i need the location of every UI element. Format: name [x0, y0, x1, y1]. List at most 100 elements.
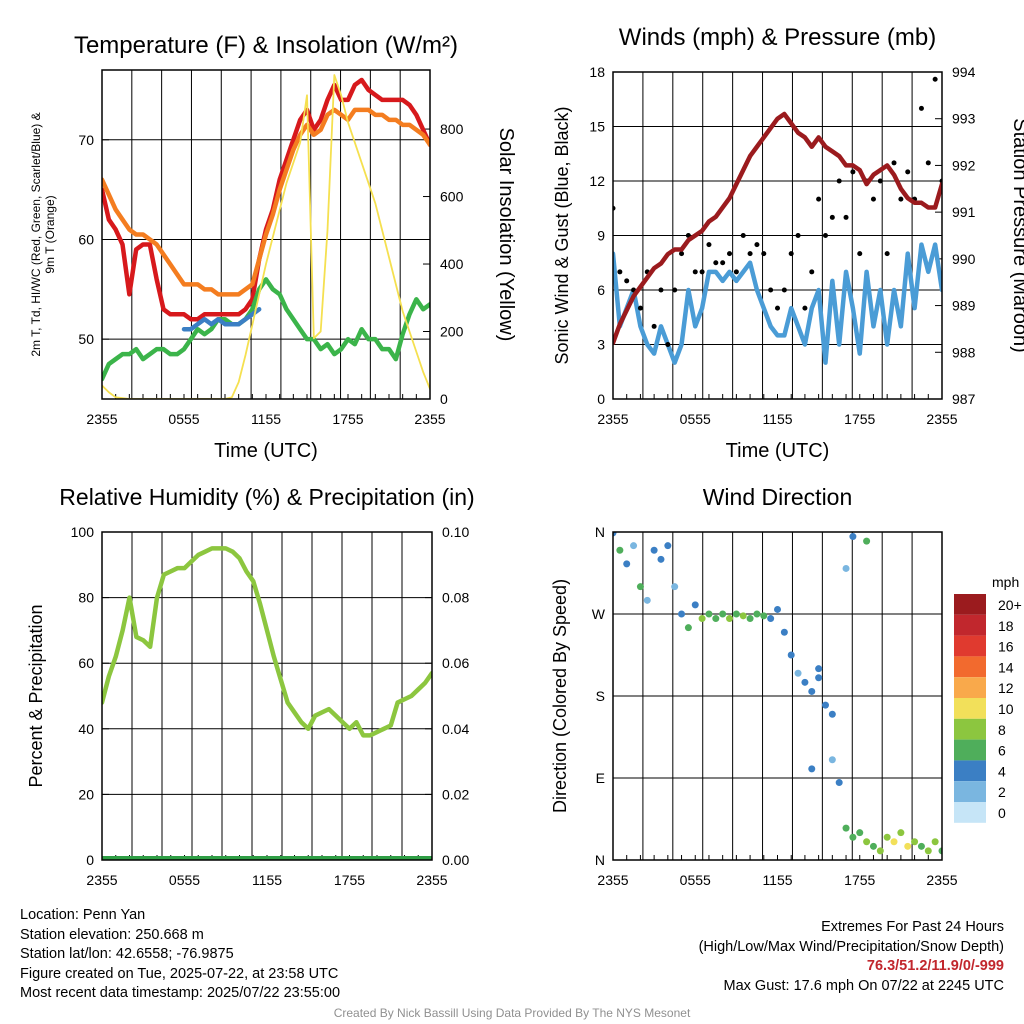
gust-point: [836, 178, 842, 184]
gust-point: [740, 233, 746, 238]
legend-swatch: [954, 635, 986, 657]
y-tick-label: 12: [589, 173, 605, 189]
direction-point: [787, 651, 795, 659]
gust-point: [761, 251, 767, 257]
y-axis-label: Direction (Colored By Speed): [550, 579, 570, 813]
gust-point: [692, 269, 698, 275]
y2-tick-label: 993: [952, 111, 976, 127]
y-tick-label: 70: [78, 132, 94, 148]
location-label: Location: Penn Yan: [20, 907, 146, 923]
y-tick-label: 60: [78, 655, 94, 671]
gust-point: [795, 233, 801, 238]
x-tick-label: 1155: [251, 411, 281, 427]
y-tick-label: 60: [78, 231, 94, 247]
gust-point: [918, 105, 924, 111]
gust-point: [733, 269, 739, 275]
direction-point: [808, 687, 816, 695]
y2-tick-label: 0.04: [442, 721, 469, 737]
legend-swatch: [954, 718, 986, 740]
y2-tick-label: 400: [440, 256, 464, 272]
gust-point: [754, 242, 760, 248]
x-tick-label: 1755: [334, 872, 365, 888]
plot-area: [102, 546, 432, 860]
x-tick-label: 1155: [762, 872, 792, 888]
y2-tick-label: 0: [440, 391, 448, 407]
plot-frame: [101, 69, 431, 400]
x-tick-label: 1155: [252, 872, 282, 888]
direction-point: [616, 546, 624, 554]
gust-point: [891, 160, 897, 166]
legend-label: 10: [998, 701, 1014, 717]
gust-point: [720, 260, 726, 266]
direction-point: [671, 583, 679, 591]
y-tick-label: S: [596, 688, 605, 704]
y2-axis-label: Solar Insolation (Yellow): [495, 128, 517, 342]
direction-point: [636, 583, 644, 591]
y2-tick-label: 0.00: [442, 852, 469, 868]
y-tick-label: N: [595, 852, 605, 868]
direction-point: [828, 710, 836, 718]
direction-point: [753, 610, 761, 618]
direction-point: [808, 765, 816, 773]
y-tick-label: 6: [597, 282, 605, 298]
gust-point: [768, 287, 774, 293]
direction-point: [774, 605, 781, 613]
y-tick-label: 0: [86, 852, 94, 868]
direction-point: [876, 847, 884, 855]
gust-point: [884, 251, 890, 257]
plot-frame: [612, 531, 943, 861]
direction-point: [657, 555, 665, 563]
gust-point: [809, 269, 815, 275]
direction-point: [739, 612, 747, 620]
elevation-label: Station elevation: 250.668 m: [20, 926, 204, 943]
gust-point: [822, 233, 828, 238]
direction-point: [863, 537, 871, 545]
series-station-pressure: [613, 111, 942, 346]
direction-point: [869, 842, 877, 850]
x-tick-label: 0555: [168, 411, 199, 427]
direction-point: [815, 674, 823, 682]
chart-title: Winds (mph) & Pressure (mb): [619, 24, 936, 51]
latlon-label: Station lat/lon: 42.6558; -76.9875: [20, 946, 234, 963]
direction-point: [712, 615, 720, 623]
max-gust-label: Max Gust: 17.6 mph On 07/22 at 2245 UTC: [723, 977, 1004, 994]
series-relative-humidity: [102, 546, 432, 738]
x-tick-label: 2355: [86, 411, 117, 427]
legend-swatch: [954, 614, 986, 636]
y2-tick-label: 200: [440, 324, 464, 340]
gust-point: [637, 305, 643, 311]
gust-point: [877, 178, 883, 184]
y2-tick-label: 989: [952, 298, 976, 314]
y-tick-label: 20: [78, 786, 94, 802]
y2-tick-label: 988: [952, 344, 976, 360]
direction-point: [842, 824, 850, 832]
direction-point: [904, 842, 912, 850]
y-axis-label: Percent & Precipitation: [26, 604, 46, 787]
legend-label: 6: [998, 743, 1006, 759]
y-axis-label: Sonic Wind & Gust (Blue, Black): [552, 106, 572, 364]
direction-point: [719, 610, 727, 618]
series-solar-insolation: [102, 74, 430, 399]
series-hi-wc: [181, 307, 262, 332]
speed-legend: mph 20+ 18 16 14 12 10 8 6 4 2 0: [954, 574, 1022, 823]
y-tick-label: 3: [597, 337, 605, 353]
direction-point: [815, 665, 823, 673]
y2-tick-label: 991: [952, 204, 976, 220]
direction-point: [613, 532, 617, 537]
x-tick-label: 1755: [844, 872, 875, 888]
gust-point: [905, 169, 911, 175]
extremes-values: 76.3/51.2/11.9/0/-999: [866, 958, 1004, 975]
x-tick-label: 2355: [926, 411, 957, 427]
gust-point: [713, 260, 719, 266]
x-tick-label: 2355: [414, 411, 445, 427]
direction-point: [849, 533, 857, 541]
x-tick-label: 2355: [926, 872, 957, 888]
x-tick-label: 2355: [86, 872, 117, 888]
chart-4: N E S W N 2355 0555 1155 1755 2355 Wind Direction D…: [550, 484, 1022, 888]
gust-point: [617, 269, 623, 275]
gust-point: [850, 169, 856, 175]
y-tick-label: 40: [78, 721, 94, 737]
chart-3: 0 20 40 60 80 100 0.00 0.02 0.04 0.06 0.08 0.10 2355…: [26, 484, 475, 888]
y-tick-label: 15: [589, 119, 605, 135]
legend-label: 0: [998, 805, 1006, 821]
